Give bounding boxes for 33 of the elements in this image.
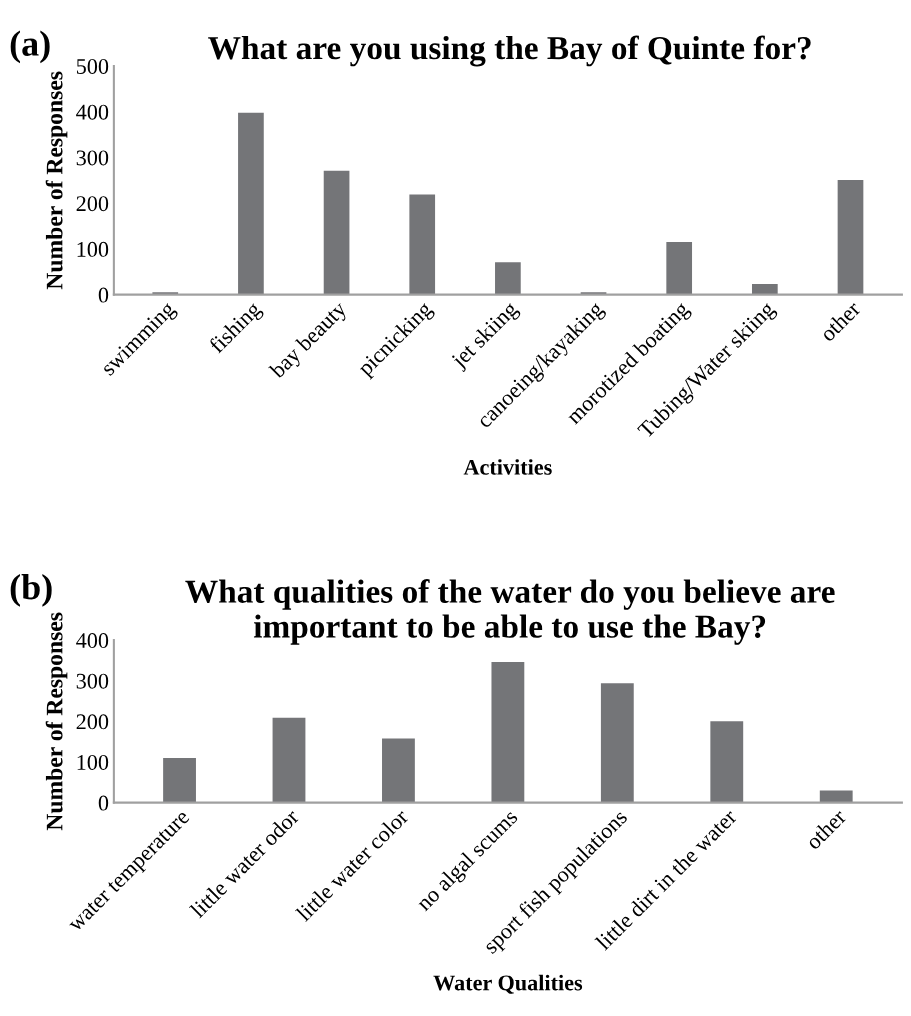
y-tick-label: 400	[76, 633, 109, 649]
bar	[382, 738, 415, 803]
y-tick-label: 200	[76, 196, 109, 212]
chart-title: What are you using the Bay of Quinte for?	[208, 35, 811, 67]
y-tick-label: 500	[76, 58, 109, 74]
y-tick-label: 0	[98, 795, 109, 811]
y-axis-title: Number of Responses	[45, 71, 68, 290]
bar	[491, 662, 525, 803]
y-tick-label: 400	[76, 104, 109, 120]
y-tick-label: 100	[77, 754, 109, 770]
x-axis-title: Water Qualities	[433, 974, 583, 994]
bar	[238, 112, 264, 295]
text: (a)	[10, 30, 50, 64]
y-tick-label: 300	[76, 150, 109, 166]
bar	[837, 179, 864, 295]
bar	[666, 242, 693, 295]
y-tick-label: 200	[76, 714, 109, 730]
y-tick-label: 300	[76, 673, 109, 689]
bar	[752, 284, 778, 295]
text: (b)	[10, 574, 52, 607]
x-axis-title: Activities	[463, 459, 552, 475]
bar	[409, 194, 436, 295]
bar	[323, 170, 350, 295]
y-axis-title: Number of Responses	[45, 612, 68, 831]
chart-title: What qualities of the water do you believe are important to be able to use the Bay?	[185, 579, 835, 645]
y-tick-label: 100	[77, 241, 109, 257]
bar	[600, 683, 634, 803]
y-tick-label: 0	[98, 287, 109, 303]
bar	[710, 721, 744, 803]
bar	[272, 717, 306, 803]
bar	[163, 757, 196, 803]
bar	[495, 262, 521, 295]
bar	[819, 790, 853, 803]
